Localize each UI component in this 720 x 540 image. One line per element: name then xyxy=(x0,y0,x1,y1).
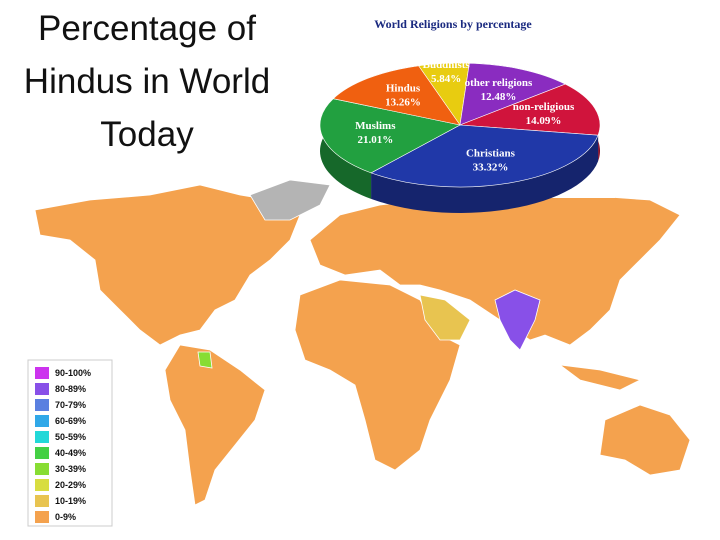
legend-swatch xyxy=(35,495,49,507)
legend-label: 60-69% xyxy=(55,416,86,426)
legend-swatch xyxy=(35,463,49,475)
legend-label: 90-100% xyxy=(55,368,91,378)
legend-label: 70-79% xyxy=(55,400,86,410)
indonesia xyxy=(558,364,642,391)
guyana xyxy=(197,351,213,369)
arabia xyxy=(419,294,471,341)
slice-value-label: 21.01% xyxy=(357,134,393,146)
legend-label: 10-19% xyxy=(55,496,86,506)
legend-swatch xyxy=(35,383,49,395)
slice-label: Christians xyxy=(466,148,516,160)
slice xyxy=(459,83,601,136)
slice-label: Muslims xyxy=(355,120,396,132)
slice-value-label: 33.32% xyxy=(473,162,509,174)
slice-label: non-religious xyxy=(513,101,575,113)
legend-label: 40-49% xyxy=(55,448,86,458)
india xyxy=(494,289,541,351)
world-map xyxy=(34,179,691,506)
slice-label: Buddhists xyxy=(423,59,471,71)
legend-swatch xyxy=(35,399,49,411)
pie-chart: Buddhists 5.84% other religions 12.48%non-r… xyxy=(319,59,601,213)
slide-title: Percentage of Hindus in World Today xyxy=(23,9,271,154)
legend-label: 80-89% xyxy=(55,384,86,394)
africa xyxy=(294,279,461,471)
legend-label: 30-39% xyxy=(55,464,86,474)
slice-side xyxy=(371,135,599,213)
slice-value-label: 5.84% xyxy=(431,73,461,85)
slice-value-label: 13.26% xyxy=(385,97,421,109)
slice xyxy=(459,62,567,126)
slice-value-label: 12.48% xyxy=(481,91,517,103)
slice-value-label: 14.09% xyxy=(526,115,562,127)
north-america xyxy=(34,184,301,346)
legend-swatch xyxy=(35,415,49,427)
legend-swatch xyxy=(35,447,49,459)
slice xyxy=(319,98,461,174)
pie-title: World Religions by percentage xyxy=(374,17,532,31)
legend-swatch xyxy=(35,479,49,491)
legend-swatch xyxy=(35,367,49,379)
slice xyxy=(332,65,461,126)
greenland xyxy=(249,179,331,221)
australia xyxy=(599,404,691,476)
slice xyxy=(370,124,599,188)
slice-label: other religions xyxy=(465,77,533,89)
legend-swatch xyxy=(35,431,49,443)
legend-swatch xyxy=(35,511,49,523)
legend-label: 50-59% xyxy=(55,432,86,442)
legend-label: 20-29% xyxy=(55,480,86,490)
legend: 90-100% 80-89% 70-79% 60-69% 50-59% 40-49% 30-… xyxy=(35,367,91,523)
south-america xyxy=(164,344,266,506)
legend-label: 0-9% xyxy=(55,512,76,522)
slice-label: Hindus xyxy=(386,83,421,95)
